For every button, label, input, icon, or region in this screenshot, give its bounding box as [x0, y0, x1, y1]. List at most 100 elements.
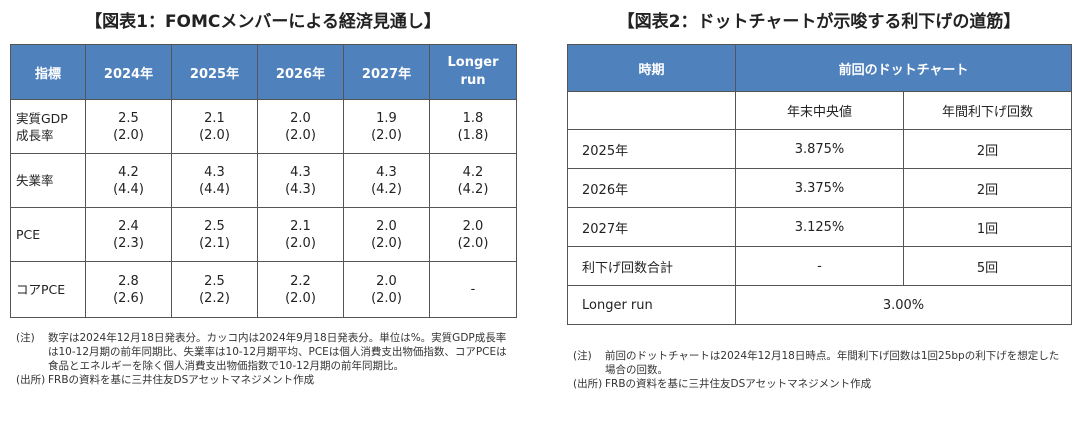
- row-label: 2025年: [567, 129, 736, 169]
- fomc-projection-table: 指標 2024年 2025年 2026年 2027年 Longer run 実質…: [10, 44, 517, 318]
- table-row-pce: PCE 2.4 (2.3) 2.5 (2.1) 2.1 (2.0) 2.0 (2.0) …: [10, 207, 517, 262]
- cell-previous: (2.0): [199, 127, 230, 143]
- row-label: 実質GDP成長率: [10, 99, 86, 154]
- note-row: (注) 数字は2024年12月18日発表分。カッコ内は2024年9月18日発表分…: [10, 331, 516, 373]
- source-label: (出所): [573, 378, 603, 390]
- table-row-core-pce: コアPCE 2.8 (2.6) 2.5 (2.2) 2.2 (2.0) 2.0 (2.0…: [10, 261, 517, 318]
- cell-previous: (4.3): [285, 181, 316, 197]
- header-longer-run: Longer run: [429, 44, 517, 100]
- cell-previous: (2.3): [113, 235, 144, 251]
- cell-current: 2.5: [204, 273, 225, 289]
- header-2026: 2026年: [257, 44, 344, 100]
- cell-current: 1.9: [376, 110, 397, 126]
- cell: 2.0 (2.0): [257, 99, 344, 154]
- table-row-gdp: 実質GDP成長率 2.5 (2.0) 2.1 (2.0) 2.0 (2.0) 1.9(…: [10, 99, 517, 154]
- row-label: Longer run: [567, 285, 736, 325]
- cell-current: 1.8: [462, 110, 484, 126]
- figure-1-notes: (注) 数字は2024年12月18日発表分。カッコ内は2024年9月18日発表分…: [10, 331, 516, 387]
- note-text: 前回のドットチャートは2024年12月18日時点。年間利下げ回数は1回25bpの…: [605, 350, 1060, 376]
- cuts-cell: 1回: [903, 207, 1072, 247]
- header-2027: 2027年: [343, 44, 430, 100]
- source-label: (出所): [16, 374, 46, 386]
- figure-2-notes: (注) 前回のドットチャートは2024年12月18日時点。年間利下げ回数は1回2…: [567, 349, 1071, 391]
- cell: 2.5 (2.1): [171, 207, 258, 262]
- cell-current: 4.3: [376, 164, 397, 180]
- header-period: 時期: [567, 44, 736, 92]
- row-label: 利下げ回数合計: [567, 246, 736, 286]
- cell: 2.5 (2.2): [171, 261, 258, 318]
- figure-2: 【図表2：ドットチャートが示唆する利下げの道筋】 時期 前回のドットチャート 年…: [567, 0, 1072, 391]
- figure-1-title: 【図表1：FOMCメンバーによる経済見通し】: [85, 12, 441, 32]
- cuts-cell: 2回: [903, 129, 1072, 169]
- cell: 4.3 (4.2): [343, 153, 430, 208]
- cell: 1.8 (1.8): [429, 99, 517, 154]
- cell-previous: (1.8): [457, 127, 489, 143]
- cell-current: 4.3: [290, 164, 311, 180]
- figure-2-title: 【図表2：ドットチャートが示唆する利下げの道筋】: [617, 12, 1021, 32]
- table-row-unemployment: 失業率 4.2 (4.4) 4.3 (4.4) 4.3 (4.3) 4.3 (4.2) …: [10, 153, 517, 208]
- cell-previous: (2.0): [113, 127, 144, 143]
- sub-header-cuts: 年間利下げ回数: [903, 91, 1072, 130]
- cell-current: 2.0: [376, 273, 397, 289]
- header-previous-dot-chart: 前回のドットチャート: [735, 44, 1072, 92]
- table-header-row: 指標 2024年 2025年 2026年 2027年 Longer run: [10, 44, 517, 100]
- cell-current: 2.4: [118, 218, 139, 234]
- cell-current: 4.2: [118, 164, 139, 180]
- note-label: (注): [573, 350, 592, 362]
- row-label: 2026年: [567, 168, 736, 208]
- cell-current: 2.0: [462, 218, 484, 234]
- cell-previous: (2.1): [199, 235, 230, 251]
- header-indicator: 指標: [10, 44, 86, 100]
- cell-current: 2.5: [118, 110, 139, 126]
- figure-1: 【図表1：FOMCメンバーによる経済見通し】 指標 2024年 2025年 20…: [10, 0, 517, 387]
- median-cell: 3.375%: [735, 168, 904, 208]
- note-label: (注): [16, 332, 35, 344]
- cell: -: [429, 261, 517, 318]
- cell-current: -: [470, 282, 476, 297]
- cell-previous: (4.2): [457, 181, 489, 197]
- cell: 2.5 (2.0): [85, 99, 172, 154]
- cell-current: 2.1: [204, 110, 225, 126]
- note-row: (注) 前回のドットチャートは2024年12月18日時点。年間利下げ回数は1回2…: [567, 349, 1071, 377]
- table-row-total-cuts: 利下げ回数合計 - 5回: [567, 246, 1072, 286]
- row-label: コアPCE: [10, 261, 86, 318]
- table-row-2025: 2025年 3.875% 2回: [567, 129, 1072, 169]
- cell-previous: (2.0): [285, 127, 316, 143]
- cell-current: 2.1: [290, 218, 311, 234]
- source-text: FRBの資料を基に三井住友DSアセットマネジメント作成: [605, 378, 872, 390]
- cell-current: 2.2: [290, 273, 311, 289]
- cell-previous: (2.0): [371, 235, 402, 251]
- header-2025: 2025年: [171, 44, 258, 100]
- cell-current: 4.3: [204, 164, 225, 180]
- cell-previous: (2.0): [457, 235, 489, 251]
- cell-previous: (4.4): [113, 181, 144, 197]
- source-row: (出所) FRBの資料を基に三井住友DSアセットマネジメント作成: [567, 377, 1071, 391]
- dot-chart-table: 時期 前回のドットチャート 年末中央値 年間利下げ回数 2025年 3.875%…: [567, 44, 1072, 325]
- cell-current: 2.5: [204, 218, 225, 234]
- row-label: 2027年: [567, 207, 736, 247]
- cell: 4.2 (4.2): [429, 153, 517, 208]
- cell-current: 2.0: [376, 218, 397, 234]
- cell-previous: (4.2): [371, 181, 402, 197]
- cell: 2.0 (2.0): [343, 261, 430, 318]
- cuts-cell: 2回: [903, 168, 1072, 208]
- table-row-longer-run: Longer run 3.00%: [567, 285, 1072, 325]
- cell-current: 4.2: [462, 164, 484, 180]
- cell-previous: (4.4): [199, 181, 230, 197]
- median-cell: 3.875%: [735, 129, 904, 169]
- cell: 2.2 (2.0): [257, 261, 344, 318]
- cell: 2.0 (2.0): [429, 207, 517, 262]
- cell: 2.0 (2.0): [343, 207, 430, 262]
- cell-current: 2.0: [290, 110, 311, 126]
- cell-previous: (2.0): [285, 290, 316, 306]
- cell: 2.4 (2.3): [85, 207, 172, 262]
- empty-cell: [567, 91, 736, 130]
- cell-current: 2.8: [118, 273, 139, 289]
- cell-previous: (2.6): [113, 290, 144, 306]
- median-cell: 3.125%: [735, 207, 904, 247]
- source-text: FRBの資料を基に三井住友DSアセットマネジメント作成: [48, 374, 315, 386]
- source-row: (出所) FRBの資料を基に三井住友DSアセットマネジメント作成: [10, 373, 516, 387]
- cell: 2.1 (2.0): [171, 99, 258, 154]
- header-2024: 2024年: [85, 44, 172, 100]
- row-label: 失業率: [10, 153, 86, 208]
